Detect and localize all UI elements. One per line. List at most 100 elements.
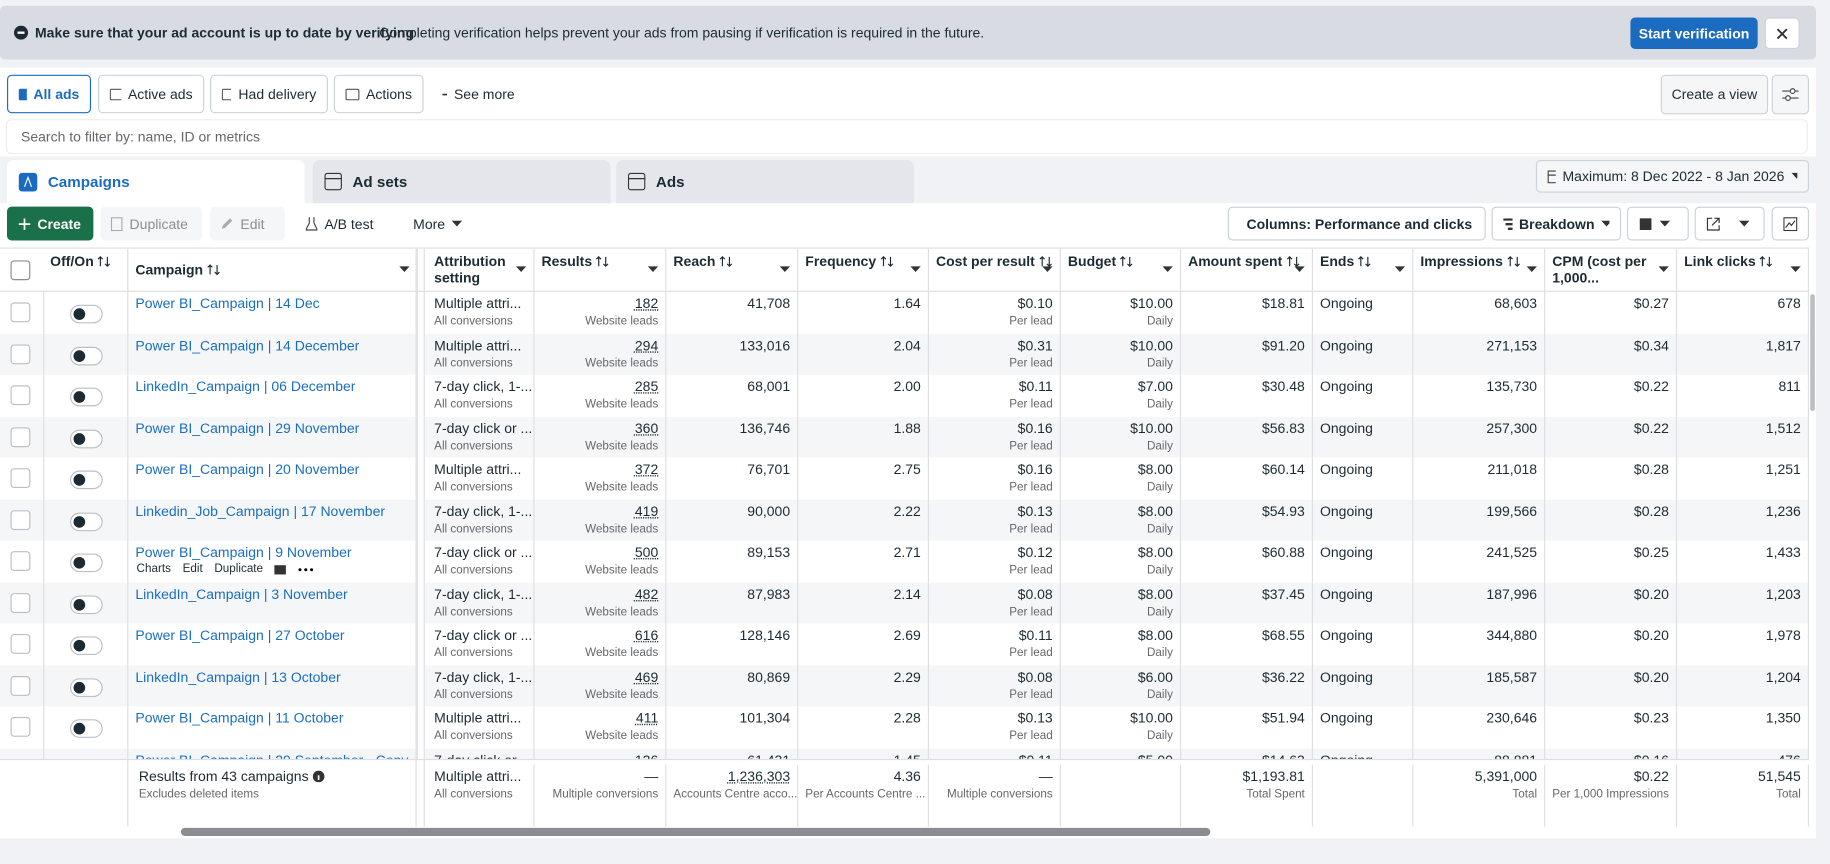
table-cell: 1,512 xyxy=(1677,416,1810,458)
status-toggle[interactable] xyxy=(70,470,103,490)
status-toggle[interactable] xyxy=(70,719,103,738)
column-header[interactable]: Results xyxy=(535,248,667,292)
column-header[interactable]: Cost per result xyxy=(929,248,1061,292)
column-header[interactable]: Attribution setting xyxy=(427,248,535,292)
status-toggle[interactable] xyxy=(70,677,103,697)
table-cell: 811 xyxy=(1677,374,1810,417)
select-all-checkbox[interactable] xyxy=(10,260,31,281)
column-divider xyxy=(415,416,425,458)
status-toggle[interactable] xyxy=(70,553,103,573)
start-verification-button[interactable]: Start verification xyxy=(1630,17,1758,50)
cell-value[interactable]: Power BI_Campaign | 27 October xyxy=(135,627,345,644)
column-header[interactable]: CPM (cost per 1,000... xyxy=(1545,248,1678,292)
chart-button[interactable] xyxy=(1771,206,1810,241)
column-header[interactable]: Frequency xyxy=(798,248,930,292)
row-action-icon[interactable] xyxy=(274,564,287,574)
cell-value[interactable]: Power BI_Campaign | 29 November xyxy=(135,419,360,437)
export-button[interactable] xyxy=(1694,206,1765,241)
create-view-button[interactable]: Create a view xyxy=(1660,74,1769,115)
vertical-scrollbar[interactable] xyxy=(1810,294,1815,411)
close-button[interactable] xyxy=(1764,17,1800,50)
column-header[interactable]: Ends xyxy=(1313,248,1414,292)
row-checkbox[interactable] xyxy=(10,551,31,571)
create-button[interactable]: Create xyxy=(7,206,94,241)
column-header[interactable]: Impressions xyxy=(1413,248,1546,292)
more-button[interactable]: More xyxy=(402,206,478,241)
reports-button[interactable] xyxy=(1626,206,1689,241)
row-checkbox[interactable] xyxy=(10,385,31,406)
table-cell: Power BI_Campaign | 27 October xyxy=(128,623,418,665)
row-action[interactable]: Edit xyxy=(182,562,203,576)
columns-button[interactable]: Columns: Performance and clicks xyxy=(1227,206,1486,241)
footer-cell: 1,236,303 Accounts Centre acco... xyxy=(666,764,799,827)
cell-value[interactable]: Power BI_Campaign | 14 December xyxy=(135,336,360,354)
row-checkbox[interactable] xyxy=(10,302,31,323)
duplicate-button[interactable]: Duplicate xyxy=(100,206,202,241)
level-tab[interactable]: Campaigns xyxy=(7,159,305,204)
row-checkbox[interactable] xyxy=(10,509,31,530)
cell-value[interactable]: LinkedIn_Campaign | 06 December xyxy=(135,378,356,395)
footer-separator xyxy=(43,760,129,827)
table-cell: 1,251 xyxy=(1677,457,1810,500)
column-header[interactable]: Campaign xyxy=(128,248,418,292)
row-checkbox[interactable] xyxy=(10,592,31,613)
row-checkbox[interactable] xyxy=(10,675,31,696)
column-header-label: Results xyxy=(541,253,593,270)
search-input[interactable]: Search to filter by: name, ID or metrics xyxy=(7,120,1807,153)
ab-test-label: A/B test xyxy=(324,215,374,232)
table-cell: LinkedIn_Campaign | 06 December xyxy=(128,374,418,417)
breakdown-button[interactable]: Breakdown xyxy=(1491,206,1622,241)
cell-value[interactable]: LinkedIn_Campaign | 13 October xyxy=(135,668,341,685)
ab-test-button[interactable]: A/B test xyxy=(295,206,395,241)
column-header[interactable]: Off/On xyxy=(43,248,129,292)
table-row: Power BI_Campaign | 9 November 7-day clic… xyxy=(0,540,1810,583)
cell-value: 1,204 xyxy=(1765,668,1801,685)
status-toggle[interactable] xyxy=(70,594,103,614)
status-toggle[interactable] xyxy=(70,429,103,448)
cell-value[interactable]: LinkedIn_Campaign | 3 November xyxy=(135,585,348,602)
level-tab[interactable]: Ads xyxy=(616,159,914,204)
cell-value[interactable]: Power BI_Campaign | 11 October xyxy=(135,709,344,727)
status-toggle[interactable] xyxy=(70,304,103,324)
column-header[interactable]: Budget xyxy=(1061,248,1182,292)
table-body: Power BI_Campaign | 14 Dec Multiple attri… xyxy=(0,291,1810,759)
filter-button[interactable]: All ads xyxy=(7,74,92,114)
horizontal-scrollbar[interactable] xyxy=(180,827,1211,837)
edit-button[interactable]: Edit xyxy=(210,206,285,241)
settings-button[interactable] xyxy=(1771,74,1810,115)
table-cell: $0.22 xyxy=(1545,416,1678,458)
row-action[interactable]: Charts xyxy=(136,562,171,576)
row-action[interactable]: Duplicate xyxy=(214,562,264,576)
cell-value[interactable]: Power BI_Campaign | 9 November xyxy=(135,544,352,561)
info-icon[interactable] xyxy=(313,770,325,783)
filter-button[interactable]: See more xyxy=(431,74,526,114)
row-checkbox[interactable] xyxy=(10,716,31,737)
row-checkbox[interactable] xyxy=(10,634,31,654)
status-toggle[interactable] xyxy=(70,346,103,365)
row-checkbox[interactable] xyxy=(10,426,31,447)
cell-value[interactable]: Power BI_Campaign | 14 Dec xyxy=(135,295,320,312)
row-actions: Charts Edit Duplicate xyxy=(137,563,315,576)
row-checkbox[interactable] xyxy=(10,343,31,364)
level-tab[interactable]: Ad sets xyxy=(312,159,611,204)
column-header[interactable]: Amount spent xyxy=(1181,248,1313,292)
column-header[interactable]: Link clicks xyxy=(1677,248,1810,292)
cell-value[interactable]: Linkedin_Job_Campaign | 17 November xyxy=(135,502,386,519)
status-toggle[interactable] xyxy=(70,636,103,656)
filter-button[interactable]: Active ads xyxy=(98,74,205,114)
row-more[interactable] xyxy=(298,567,314,572)
cell-value: $0.34 xyxy=(1633,336,1669,354)
table-cell: 2.04 xyxy=(798,333,930,375)
column-header[interactable]: Reach xyxy=(666,248,799,292)
cell-value: $10.00 xyxy=(1130,709,1173,727)
cell-value[interactable]: Power BI_Campaign | 20 November xyxy=(135,461,360,478)
status-toggle[interactable] xyxy=(70,511,103,531)
date-range-button[interactable]: Maximum: 8 Dec 2022 - 8 Jan 2026 xyxy=(1535,159,1810,193)
filter-button[interactable]: Had delivery xyxy=(210,74,328,114)
toggle-knob xyxy=(73,598,86,611)
row-checkbox[interactable] xyxy=(10,468,31,489)
status-toggle[interactable] xyxy=(70,387,103,407)
table-cell: 7-day click, 1-... All conversions xyxy=(427,374,535,417)
filter-button[interactable]: Actions xyxy=(333,74,424,114)
cell-value[interactable]: Power BI_Campaign | 29 September - Copy xyxy=(135,751,409,759)
